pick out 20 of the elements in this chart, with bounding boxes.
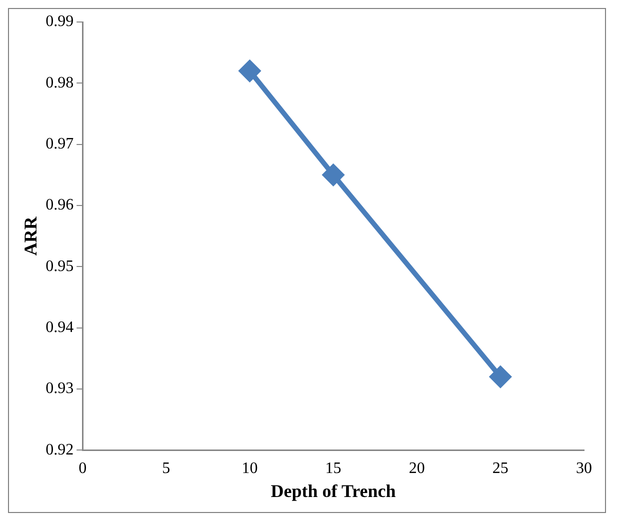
point [490, 366, 511, 388]
point [239, 60, 260, 82]
y-tick-label: 0.97 [46, 136, 74, 153]
y-tick-label: 0.95 [46, 258, 74, 275]
y-tick-label: 0.99 [46, 13, 74, 30]
y-tick-label: 0.96 [46, 196, 74, 214]
x-axis-title: Depth of Trench [270, 480, 396, 501]
x-tick-label: 30 [576, 460, 592, 478]
y-tick-label: 0.93 [46, 380, 74, 398]
x-tick-label: 25 [492, 460, 508, 478]
x-tick-label: 0 [78, 460, 87, 478]
y-tick-label: 0.98 [46, 74, 74, 92]
y-tick-label: 0.92 [46, 441, 74, 458]
y-tick-label: 0.94 [46, 319, 74, 336]
x-tick-label: 5 [162, 460, 170, 478]
x-tick-label: 15 [325, 460, 342, 478]
x-tick-label: 10 [242, 460, 258, 478]
y-axis-title: ARR [20, 216, 40, 256]
point [322, 164, 344, 186]
x-tick-label: 20 [408, 460, 425, 478]
